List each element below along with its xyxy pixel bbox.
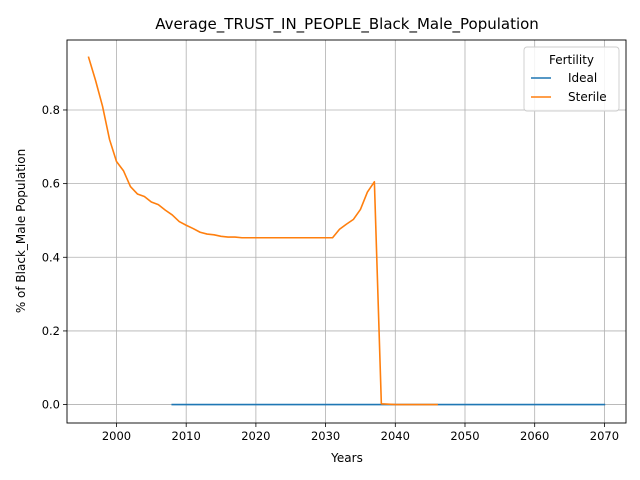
plot-area-frame bbox=[66, 39, 627, 424]
legend-box bbox=[523, 46, 620, 112]
x-tick-label-2020: 2020 bbox=[241, 429, 270, 443]
legend-label-sterile: Sterile bbox=[568, 90, 607, 104]
y-axis-ticks: 0.0 0.2 0.4 0.6 0.8 bbox=[42, 103, 67, 412]
x-tick-label-2060: 2060 bbox=[520, 429, 549, 443]
y-tick-label-4: 0.8 bbox=[42, 103, 60, 117]
x-axis-label: Years bbox=[330, 451, 363, 465]
x-tick-label-2010: 2010 bbox=[172, 429, 201, 443]
series-line-sterile bbox=[87, 56, 438, 406]
legend: Fertility Ideal Sterile bbox=[523, 46, 620, 112]
legend-title: Fertility bbox=[549, 53, 594, 67]
chart-title: Average_TRUST_IN_PEOPLE_Black_Male_Popul… bbox=[155, 15, 539, 34]
series-layer bbox=[87, 56, 606, 406]
y-axis-label: % of Black_Male Population bbox=[14, 149, 28, 313]
x-tick-label-2050: 2050 bbox=[450, 429, 479, 443]
x-axis-ticks: 2000 2010 2020 2030 2040 2050 2060 2070 bbox=[102, 423, 619, 443]
x-tick-label-2040: 2040 bbox=[381, 429, 410, 443]
y-tick-label-0: 0.0 bbox=[42, 398, 60, 412]
x-tick-label-2030: 2030 bbox=[311, 429, 340, 443]
y-tick-label-3: 0.6 bbox=[42, 177, 60, 191]
y-tick-label-2: 0.4 bbox=[42, 250, 60, 264]
y-tick-label-1: 0.2 bbox=[42, 324, 60, 338]
x-tick-label-2000: 2000 bbox=[102, 429, 131, 443]
legend-label-ideal: Ideal bbox=[568, 71, 597, 85]
x-tick-label-2070: 2070 bbox=[590, 429, 619, 443]
